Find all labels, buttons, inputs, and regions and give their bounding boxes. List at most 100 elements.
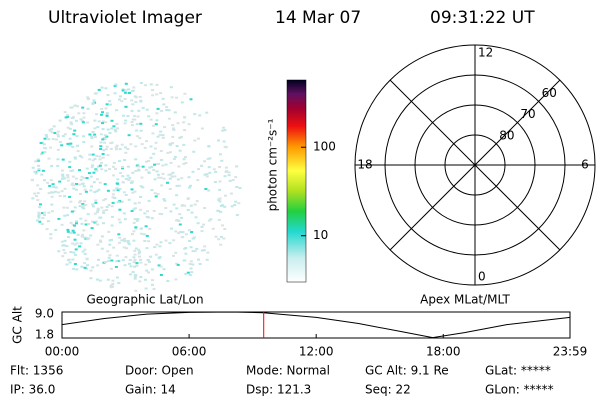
- speckle: [161, 172, 165, 175]
- speckle: [98, 164, 102, 167]
- speckle: [50, 195, 54, 198]
- speckle: [75, 222, 78, 225]
- speckle: [96, 207, 100, 210]
- speckle: [161, 134, 165, 137]
- y-axis-label: GC Alt: [11, 306, 25, 344]
- speckle: [39, 187, 43, 190]
- speckle: [110, 285, 114, 288]
- speckle: [84, 219, 88, 222]
- speckle: [184, 233, 188, 236]
- speckle: [87, 223, 91, 225]
- speckle: [176, 178, 180, 181]
- speckle: [157, 162, 160, 165]
- polar-ring-label: 60: [542, 86, 557, 100]
- speckle: [67, 236, 70, 238]
- speckle: [114, 146, 118, 149]
- speckle: [83, 252, 87, 255]
- speckle: [48, 184, 52, 187]
- speckle: [187, 123, 191, 126]
- speckle: [99, 145, 103, 148]
- speckle: [131, 118, 135, 121]
- date: 14 Mar 07: [275, 8, 361, 28]
- speckle: [159, 241, 163, 244]
- speckle: [105, 114, 109, 117]
- speckle: [159, 176, 163, 179]
- speckle: [191, 237, 195, 240]
- speckle: [158, 133, 162, 136]
- speckle: [145, 269, 149, 272]
- speckle: [219, 210, 223, 213]
- speckle: [223, 205, 227, 208]
- speckle: [137, 165, 141, 168]
- speckle: [87, 172, 91, 175]
- speckle: [154, 141, 158, 144]
- speckle: [100, 235, 104, 238]
- speckle: [130, 124, 134, 127]
- speckle: [34, 172, 38, 175]
- speckle: [133, 249, 137, 252]
- speckle: [118, 241, 121, 244]
- speckle: [206, 251, 210, 254]
- speckle: [204, 188, 208, 190]
- speckle: [69, 251, 73, 253]
- speckle: [217, 238, 221, 241]
- speckle: [40, 173, 44, 176]
- speckle: [153, 163, 156, 166]
- speckle: [176, 263, 180, 266]
- speckle: [76, 233, 80, 236]
- speckle: [160, 213, 164, 216]
- speckle: [131, 103, 135, 106]
- speckle: [73, 243, 77, 246]
- speckle: [147, 171, 151, 174]
- speckle: [60, 190, 64, 193]
- speckle: [169, 173, 173, 176]
- speckle: [168, 242, 172, 245]
- speckle: [88, 133, 92, 136]
- speckle: [166, 151, 170, 154]
- speckle: [49, 179, 53, 182]
- speckle: [82, 185, 86, 188]
- speckle: [102, 137, 106, 139]
- speckle: [113, 128, 117, 131]
- speckle: [159, 274, 163, 276]
- speckle: [132, 230, 136, 233]
- speckle: [52, 186, 56, 188]
- speckle: [105, 103, 109, 106]
- speckle: [69, 142, 73, 145]
- speckle: [79, 178, 83, 181]
- speckle: [53, 132, 57, 134]
- speckle: [51, 138, 55, 140]
- speckle: [63, 214, 67, 217]
- speckle: [124, 105, 128, 108]
- speckle: [134, 101, 138, 103]
- speckle: [173, 155, 177, 158]
- speckle: [69, 170, 73, 172]
- speckle: [45, 228, 49, 231]
- speckle: [89, 189, 93, 192]
- speckle: [168, 177, 172, 180]
- speckle: [90, 145, 94, 148]
- speckle: [178, 136, 182, 139]
- speckle: [193, 139, 197, 142]
- speckle: [152, 288, 156, 290]
- speckle: [74, 248, 78, 251]
- speckle: [134, 169, 138, 172]
- speckle: [139, 185, 143, 188]
- speckle: [66, 126, 70, 129]
- speckle: [78, 201, 81, 204]
- speckle: [138, 250, 141, 253]
- speckle: [235, 165, 239, 168]
- speckle: [209, 218, 213, 221]
- speckle: [31, 166, 35, 169]
- speckle: [122, 212, 126, 215]
- speckle: [189, 98, 193, 101]
- speckle: [37, 167, 41, 170]
- status-field: GC Alt: 9.1 Re: [365, 364, 449, 378]
- speckle: [84, 190, 88, 193]
- speckle: [131, 191, 135, 194]
- speckle: [163, 126, 167, 129]
- speckle: [202, 223, 206, 226]
- speckle: [175, 184, 179, 187]
- speckle: [170, 175, 174, 178]
